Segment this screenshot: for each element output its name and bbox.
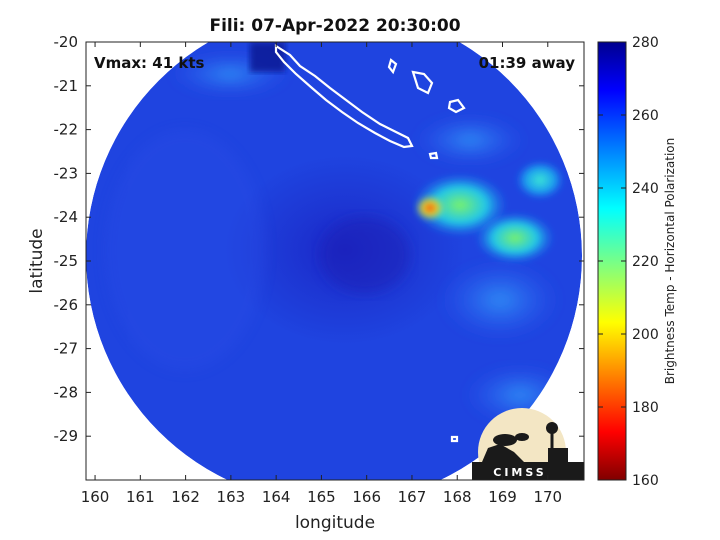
colorbar-ticks: 280 260 240 220 200 180 160 [598,35,659,489]
x-tick-label: 165 [307,488,336,506]
x-tick-label: 170 [533,488,562,506]
y-tick-label: -21 [54,77,79,95]
island-outline [534,44,545,53]
colorbar-tick-label: 160 [632,473,659,489]
west-band [105,130,265,370]
y-tick-label: -22 [54,121,79,139]
x-tick-label: 160 [81,488,110,506]
warm-band-far-east [515,160,565,200]
warm-band-east [412,173,508,237]
x-tick-label: 164 [262,488,291,506]
y-tick-label: -20 [54,33,79,51]
x-axis: 160 161 162 163 164 165 166 167 168 169 170 [81,42,562,506]
cold-core-center [320,217,410,293]
x-tick-label: 169 [488,488,517,506]
x-tick-label: 167 [398,488,427,506]
warm-band-southeast [475,212,555,264]
time-away-label: 01:39 away [479,54,576,72]
x-tick-label: 166 [352,488,381,506]
warm-maximum [415,195,445,221]
y-tick-label: -24 [54,208,79,226]
outer-band-east [440,260,560,340]
x-tick-label: 163 [217,488,246,506]
island-outline [447,98,466,114]
y-tick-label: -28 [54,383,79,401]
y-tick-label: -23 [54,164,79,182]
x-axis-label: longitude [295,513,375,533]
colorbar-label: Brightness Temp - Horizontal Polarizatio… [663,138,677,385]
chart-title: Fili: 07-Apr-2022 20:30:00 [209,16,460,36]
colorbar-tick-label: 240 [632,181,659,197]
y-axis-label: latitude [27,228,47,293]
outer-band-northeast [415,115,525,165]
x-tick-label: 162 [171,488,200,506]
y-axis: -20 -21 -22 -23 -24 -25 -26 -27 -28 -29 [54,33,584,445]
x-tick-label: 161 [126,488,155,506]
island-outline [428,151,439,160]
y-tick-label: -27 [54,340,79,358]
vmax-label: Vmax: 41 kts [94,54,204,72]
cimss-logo: CIMSS [472,408,584,480]
island-outline [411,70,434,95]
y-tick-label: -25 [54,252,79,270]
coastlines [274,43,545,443]
colorbar-tick-label: 280 [632,35,659,51]
colorbar-tick-label: 260 [632,108,659,124]
y-tick-label: -26 [54,296,79,314]
new-caledonia-outline [274,43,414,149]
colorbar-tick-label: 180 [632,400,659,416]
island-outline [387,58,398,75]
island-outline [450,435,459,443]
logo-text: CIMSS [493,466,546,479]
x-tick-label: 168 [443,488,472,506]
y-tick-label: -29 [54,427,79,445]
colorbar-tick-label: 200 [632,327,659,343]
colorbar-tick-label: 220 [632,254,659,270]
swath-field: CIMSS [86,42,584,480]
